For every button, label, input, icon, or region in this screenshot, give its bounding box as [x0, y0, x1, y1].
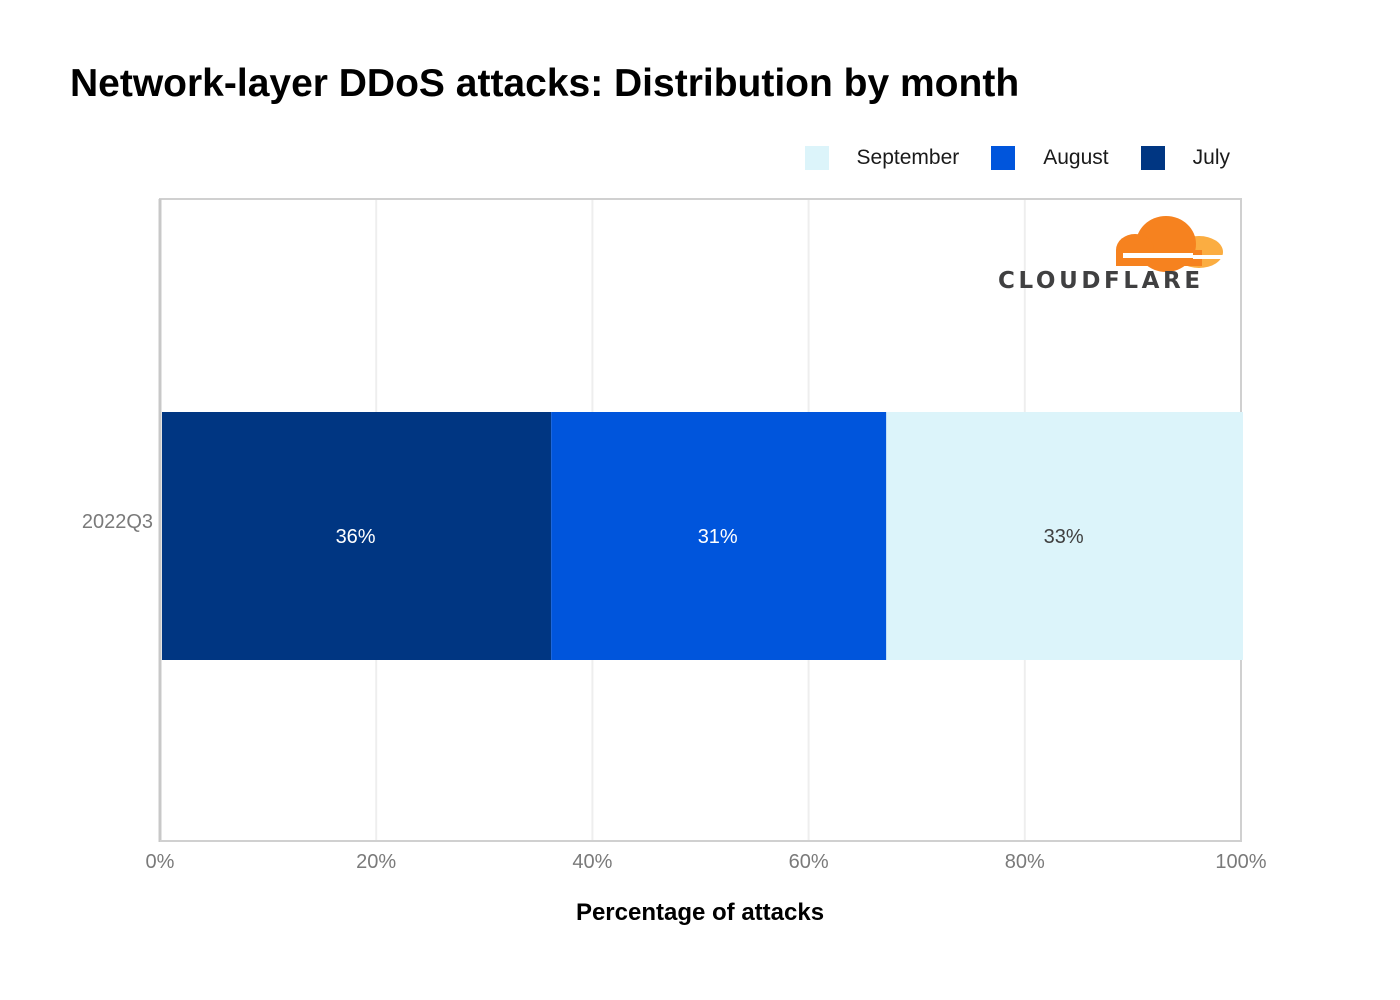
- legend-label: September: [856, 146, 960, 169]
- bar-segment-july: [162, 412, 552, 660]
- legend-item-july: July: [1140, 146, 1230, 170]
- legend-swatch: [804, 146, 829, 170]
- legend-item-september: September: [804, 146, 960, 170]
- cloud-icon: [1116, 216, 1223, 272]
- chart-title: Network-layer DDoS attacks: Distribution…: [70, 62, 1020, 105]
- x-tick-label: 20%: [356, 851, 396, 873]
- bar-segment-september: [886, 412, 1243, 660]
- data-label: 31%: [698, 526, 738, 548]
- data-label: 33%: [1044, 526, 1084, 548]
- y-category-label: 2022Q3: [82, 511, 153, 533]
- logo-text: CLOUDFLARE: [998, 268, 1204, 294]
- legend-label: August: [1043, 146, 1109, 169]
- legend-swatch: [1140, 146, 1165, 170]
- x-tick-label: 40%: [572, 851, 612, 873]
- legend-swatch: [991, 146, 1016, 170]
- legend: September August July: [773, 146, 1230, 170]
- cloudflare-logo: CLOUDFLARE: [998, 212, 1230, 296]
- legend-label: July: [1192, 146, 1230, 169]
- x-tick-label: 0%: [146, 851, 175, 873]
- legend-item-august: August: [991, 146, 1109, 170]
- x-tick-label: 60%: [789, 851, 829, 873]
- x-tick-label: 100%: [1215, 851, 1266, 873]
- data-label: 36%: [336, 526, 376, 548]
- x-tick-label: 80%: [1005, 851, 1045, 873]
- bar-segment-august: [551, 412, 887, 660]
- x-axis-title: Percentage of attacks: [576, 899, 824, 926]
